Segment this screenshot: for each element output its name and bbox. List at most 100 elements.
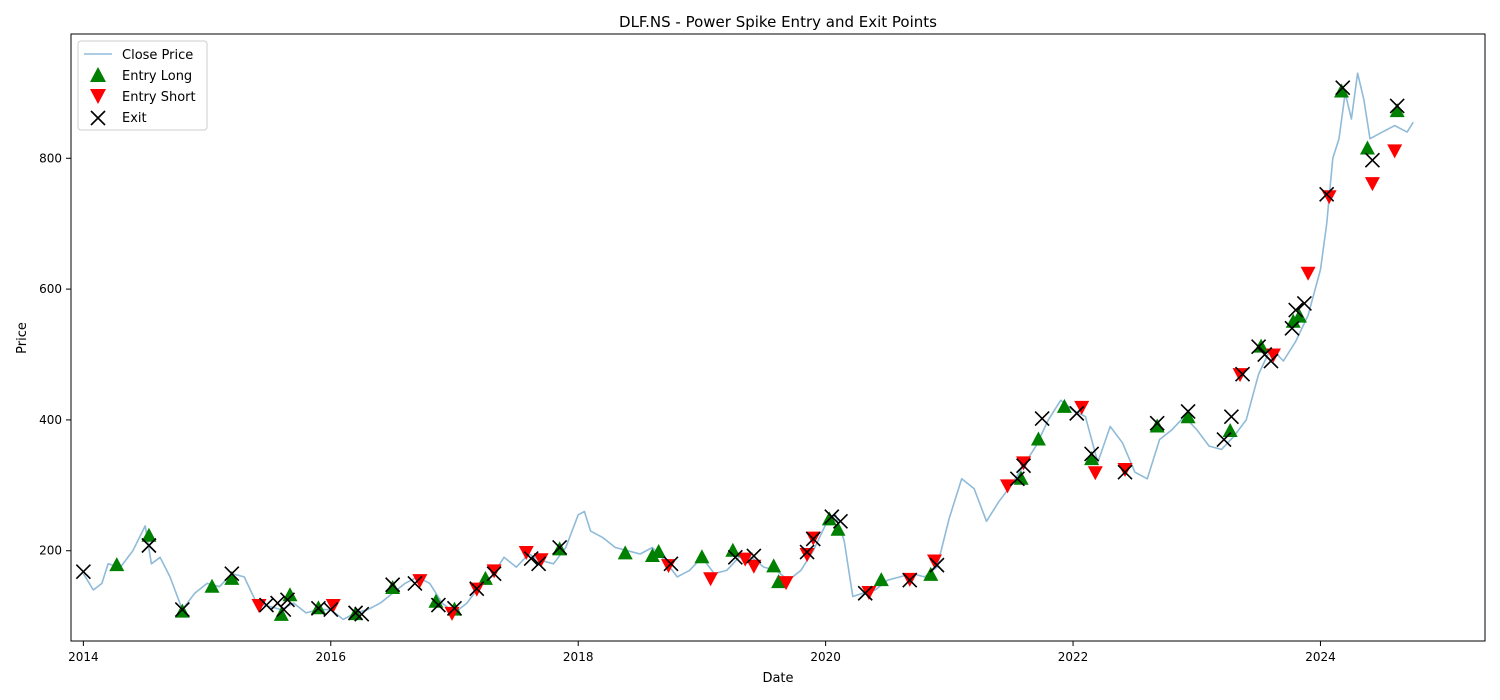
legend-entry-long-swatch — [90, 67, 106, 82]
exit-marker — [805, 531, 821, 547]
entry-short-marker — [778, 576, 794, 591]
entry-short-marker — [737, 552, 753, 567]
exit-marker — [1117, 464, 1133, 480]
entry-long-marker — [766, 558, 782, 573]
entry-long-marker — [224, 570, 240, 585]
exit-marker — [902, 572, 918, 588]
exit-marker — [1234, 366, 1251, 382]
exit-marker — [523, 551, 539, 567]
exit-marker — [1034, 411, 1050, 427]
entry-long-marker — [1222, 423, 1238, 438]
y-tick-label: 400 — [39, 413, 62, 427]
exit-marker — [354, 606, 370, 622]
entry-short-marker — [746, 559, 762, 574]
y-tick-label: 200 — [39, 544, 62, 558]
entry-long-marker — [109, 557, 125, 572]
entry-short-marker — [999, 479, 1015, 494]
x-axis: 2014 2016 2018 2020 2022 2024 — [68, 641, 1336, 664]
entry-short-marker — [1300, 266, 1316, 281]
entry-long-marker — [1253, 338, 1269, 353]
exit-marker — [1084, 446, 1100, 462]
entry-short-marker — [412, 574, 428, 589]
legend-close-label: Close Price — [122, 48, 193, 63]
legend-frame — [77, 40, 208, 131]
y-axis: 200 400 600 800 — [39, 151, 71, 558]
exit-marker — [663, 556, 679, 572]
exit-marker — [929, 557, 945, 573]
entry-long-marker — [617, 545, 633, 560]
close-price-line — [82, 72, 1414, 621]
exit-marker — [1296, 295, 1312, 312]
exit-marker — [1284, 320, 1300, 336]
exit-marker — [552, 539, 568, 556]
exit-marker — [727, 549, 743, 565]
exit-marker — [1180, 403, 1196, 419]
entry-long-marker — [644, 547, 660, 562]
exit-marker — [799, 544, 815, 560]
exit-marker — [407, 575, 423, 592]
y-tick-label: 600 — [39, 282, 62, 296]
exit-marker — [1364, 152, 1380, 168]
exit-marker — [174, 602, 190, 618]
x-tick-label: 2016 — [316, 650, 347, 664]
legend-entry-short-swatch — [90, 89, 106, 104]
entry-long-marker — [694, 549, 710, 564]
exit-marker — [486, 566, 502, 582]
entry-long-marker — [1013, 470, 1029, 485]
entry-long-marker — [204, 578, 220, 593]
close-price-layer — [82, 72, 1414, 621]
entry-long-marker — [385, 580, 401, 595]
exit-marker — [1335, 80, 1351, 96]
x-axis-label: Date — [762, 671, 793, 686]
exit-marker — [75, 564, 91, 580]
entry-short-marker — [861, 585, 877, 600]
plot-area — [70, 33, 1486, 642]
exit-marker — [1216, 431, 1232, 448]
exit-marker — [279, 592, 296, 608]
x-tick-label: 2020 — [810, 650, 841, 664]
exit-marker — [469, 581, 485, 597]
entry-long-marker — [1389, 103, 1405, 118]
entry-short-marker — [1364, 177, 1380, 192]
entry-long-marker — [1056, 398, 1072, 413]
x-tick-label: 2014 — [68, 650, 99, 664]
entry-short-marker — [1387, 144, 1403, 159]
entry-long-marker — [830, 521, 846, 536]
exit-marker — [1319, 186, 1335, 202]
entry-long-marker — [725, 542, 741, 557]
legend-entry-short-label: Entry Short — [122, 90, 196, 105]
exit-marker — [1015, 458, 1032, 474]
exit-marker — [746, 548, 762, 564]
exit-marker — [824, 509, 840, 525]
entry-long-marker — [477, 570, 493, 585]
entry-long-marker — [1333, 83, 1349, 98]
entry-short-marker — [251, 599, 267, 614]
x-tick-label: 2022 — [1058, 650, 1089, 664]
exit-marker — [446, 600, 463, 616]
entry-short-marker — [1117, 462, 1133, 477]
entry-long-marker — [1180, 409, 1196, 424]
entry-short-marker — [1016, 456, 1032, 471]
exit-marker — [531, 556, 547, 572]
entry-long-marker — [1084, 451, 1100, 466]
legend-exit-label: Exit — [122, 111, 147, 126]
entry-short-marker — [486, 564, 502, 579]
chart-title: DLF.NS - Power Spike Entry and Exit Poin… — [619, 13, 937, 31]
exit-marker — [310, 600, 326, 616]
entry-long-marker — [651, 544, 667, 559]
entry-long-marker — [1149, 418, 1165, 433]
exit-marker — [385, 577, 401, 593]
entry-long-marker — [282, 587, 298, 602]
y-axis-label: Price — [15, 322, 30, 354]
exit-marker — [224, 566, 240, 582]
x-tick-label: 2018 — [563, 650, 594, 664]
exit-marker — [347, 605, 364, 621]
y-tick-label: 800 — [39, 151, 62, 165]
exit-marker — [1223, 409, 1239, 425]
entry-long-marker — [273, 606, 289, 621]
exit-marker — [857, 585, 873, 601]
entry-long-marker — [1359, 140, 1375, 155]
legend-entry-long-label: Entry Long — [122, 69, 192, 84]
exit-marker — [1263, 353, 1279, 369]
